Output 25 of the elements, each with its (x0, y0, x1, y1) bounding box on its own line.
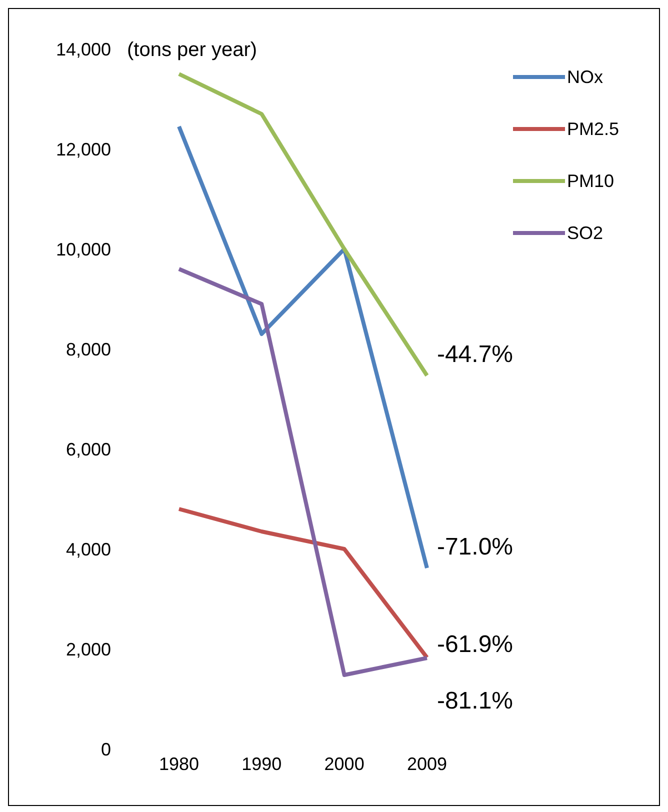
annotation: -44.7% (436, 340, 514, 368)
y-tick-label: 10,000 (56, 239, 111, 260)
legend-label: SO2 (566, 222, 603, 244)
annotation: -71.0% (436, 533, 514, 560)
line-series (177, 507, 429, 660)
legend-label: PM2.5 (566, 118, 619, 140)
legend-label: PM10 (566, 170, 614, 192)
annotation: -61.9% (436, 630, 514, 658)
y-axis-title: (tons per year) (127, 39, 258, 62)
line-series (177, 72, 429, 378)
x-tick-label: 2009 (406, 754, 447, 774)
y-tick-label: 12,000 (56, 139, 111, 160)
line-series (177, 267, 429, 677)
line-series (177, 124, 429, 570)
y-tick-label: 6,000 (66, 439, 111, 460)
legend-label: NOx (566, 66, 603, 88)
x-tick-label: 1990 (242, 754, 282, 774)
y-tick-label: 4,000 (66, 539, 111, 560)
y-tick-label: 2,000 (66, 639, 111, 660)
x-tick-label: 2000 (324, 754, 364, 774)
y-tick-label: 0 (100, 739, 111, 760)
annotation: -81.1% (436, 687, 514, 714)
y-tick-label: 14,000 (56, 39, 111, 60)
y-tick-label: 8,000 (66, 339, 111, 360)
x-tick-label: 1980 (158, 754, 200, 774)
